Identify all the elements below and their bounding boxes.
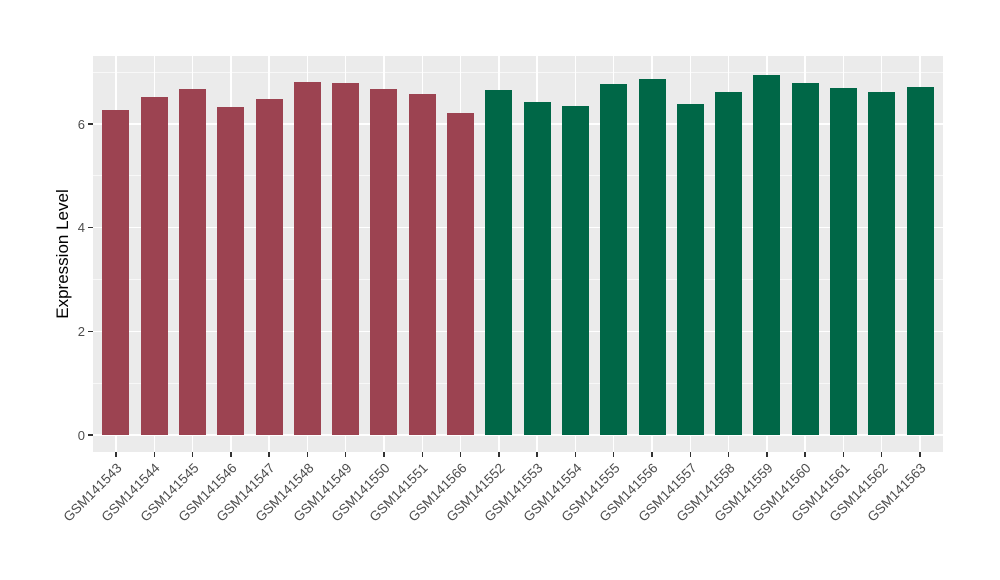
bar-GSM141548 (293, 82, 321, 435)
bar-GSM141563 (906, 87, 934, 435)
y-tick-label-2: 2 (77, 323, 85, 339)
bar-GSM141549 (332, 82, 360, 435)
x-tick-mark-GSM141557 (689, 452, 691, 457)
gridline-major-y4 (93, 226, 943, 229)
plot-panel (93, 56, 943, 452)
x-tick-mark-GSM141554 (574, 452, 577, 457)
gridline-major-y0 (93, 434, 943, 436)
bar-GSM141556 (638, 78, 666, 435)
x-tick-mark-GSM141546 (230, 452, 232, 457)
bar-GSM141555 (600, 84, 628, 435)
y-tick-mark-4 (88, 226, 93, 229)
x-tick-mark-GSM141551 (421, 452, 423, 457)
x-tick-mark-GSM141550 (383, 452, 385, 457)
bar-GSM141561 (829, 88, 857, 435)
y-tick-mark-0 (88, 434, 93, 436)
x-tick-mark-GSM141544 (153, 452, 155, 457)
bar-GSM141551 (408, 94, 436, 435)
x-tick-mark-GSM141555 (613, 452, 615, 457)
bar-GSM141553 (523, 102, 551, 435)
x-tick-mark-GSM141549 (345, 452, 347, 457)
bar-GSM141560 (791, 83, 819, 435)
gridline-minor-y7 (93, 71, 943, 73)
x-tick-mark-GSM141560 (804, 452, 806, 457)
bar-GSM141545 (179, 89, 207, 435)
bar-GSM141543 (102, 109, 130, 435)
gridline-minor-y5 (93, 175, 943, 177)
bar-GSM141547 (255, 99, 283, 435)
y-tick-label-4: 4 (77, 220, 85, 236)
y-tick-label-0: 0 (77, 427, 85, 443)
x-tick-mark-GSM141552 (498, 452, 500, 457)
x-tick-mark-GSM141543 (115, 452, 117, 457)
y-tick-label-6: 6 (77, 116, 85, 132)
bar-GSM141544 (140, 97, 168, 435)
x-tick-mark-GSM141562 (881, 452, 883, 457)
x-tick-mark-GSM141545 (191, 452, 194, 457)
x-tick-mark-GSM141556 (651, 452, 653, 457)
bar-GSM141566 (447, 113, 475, 435)
x-tick-mark-GSM141563 (919, 452, 921, 457)
x-tick-mark-GSM141553 (536, 452, 538, 457)
bar-GSM141546 (217, 107, 245, 435)
x-tick-mark-GSM141559 (766, 452, 768, 457)
gridline-minor-y1 (93, 382, 943, 384)
bar-GSM141550 (370, 89, 398, 435)
gridline-major-y6 (93, 123, 943, 125)
gridline-minor-y3 (93, 279, 943, 280)
bar-GSM141562 (868, 91, 896, 435)
x-tick-mark-GSM141558 (727, 452, 730, 457)
bar-GSM141554 (561, 105, 589, 435)
x-tick-mark-GSM141548 (306, 452, 309, 457)
x-tick-mark-GSM141566 (459, 452, 462, 457)
bar-GSM141557 (676, 103, 704, 435)
y-tick-mark-6 (88, 123, 93, 125)
bar-GSM141559 (753, 74, 781, 435)
bar-GSM141552 (485, 89, 513, 435)
y-tick-mark-2 (88, 330, 93, 333)
x-tick-mark-GSM141561 (842, 452, 845, 457)
bar-GSM141558 (715, 92, 743, 435)
gridline-major-y2 (93, 330, 943, 333)
x-tick-mark-GSM141547 (268, 452, 270, 457)
